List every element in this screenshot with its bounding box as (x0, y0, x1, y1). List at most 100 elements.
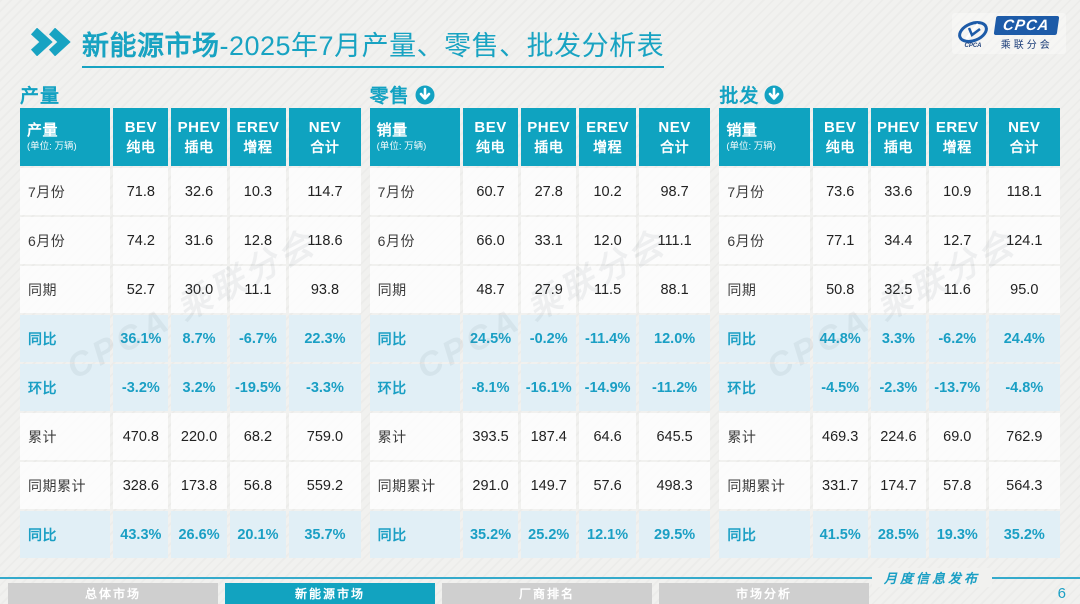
table-header-cell: BEV 纯电 (113, 108, 169, 166)
table-header-cell: PHEV 插电 (521, 108, 577, 166)
value-cell: 27.8 (521, 168, 577, 215)
table-header-cell: NEV 合计 (638, 108, 711, 166)
value-cell: 41.5% (812, 511, 868, 558)
value-cell: -11.4% (579, 315, 636, 362)
value-cell: -4.5% (812, 364, 868, 411)
col-header-en: NEV (1008, 119, 1041, 137)
col-header-cn: 增程 (942, 138, 972, 155)
col-header-en: BEV (124, 119, 158, 137)
col-header-en: BEV (474, 119, 507, 137)
value-cell: 26.6% (171, 511, 227, 558)
value-cell: 224.6 (870, 413, 926, 460)
value-cell: 98.7 (638, 168, 711, 215)
value-cell: -6.7% (229, 315, 287, 362)
nav-tab-market-analysis[interactable]: 市场分析 (659, 583, 869, 604)
value-cell: 95.0 (988, 266, 1061, 313)
col-header-en: NEV (308, 119, 342, 137)
value-cell: -19.5% (229, 364, 287, 411)
value-cell: -11.2% (638, 364, 711, 411)
value-cell: 10.2 (579, 168, 636, 215)
row-label: 环比 (719, 364, 810, 411)
col-header-cn: 插电 (184, 138, 214, 155)
col-header-en: PHEV (876, 119, 920, 137)
cpca-brand-cn: 乘联分会 (1000, 40, 1053, 51)
col-header-en: PHEV (527, 119, 571, 137)
value-cell: 44.8% (812, 315, 868, 362)
value-cell: 10.9 (928, 168, 986, 215)
col-header-en: EREV (935, 119, 979, 137)
table-header-unit: (单位: 万辆) (376, 140, 427, 152)
cpca-logo: CPCA CPCA 乘联分会 (952, 13, 1066, 54)
value-cell: 20.1% (229, 511, 287, 558)
cpca-logo-text: CPCA 乘联分会 (994, 16, 1060, 51)
value-cell: -14.9% (579, 364, 636, 411)
value-cell: 48.7 (462, 266, 519, 313)
value-cell: 57.8 (928, 462, 986, 509)
value-cell: 328.6 (113, 462, 169, 509)
retail-section-title: 零售 (369, 86, 410, 107)
value-cell: 3.3% (870, 315, 926, 362)
value-cell: 645.5 (638, 413, 711, 460)
table-header-cell: BEV 纯电 (462, 108, 519, 166)
col-header-cn: 合计 (660, 138, 690, 155)
value-cell: 12.7 (928, 217, 986, 264)
row-label: 6月份 (719, 217, 810, 264)
value-cell: 22.3% (289, 315, 361, 362)
footer-caption: 月度信息发布 (871, 568, 992, 587)
table-header-label: 销量 (726, 122, 758, 140)
col-header-cn: 插电 (534, 138, 564, 155)
nav-tab-overall-market[interactable]: 总体市场 (8, 583, 218, 604)
value-cell: 34.4 (870, 217, 926, 264)
value-cell: 19.3% (928, 511, 986, 558)
value-cell: 64.6 (579, 413, 636, 460)
value-cell: 66.0 (462, 217, 519, 264)
col-header-en: EREV (586, 119, 630, 137)
row-label: 7月份 (369, 168, 460, 215)
value-cell: 118.6 (289, 217, 361, 264)
download-arrow-icon (764, 85, 784, 104)
value-cell: 8.7% (171, 315, 227, 362)
col-header-cn: 纯电 (476, 138, 506, 155)
value-cell: 60.7 (462, 168, 519, 215)
value-cell: 470.8 (113, 413, 169, 460)
retail-table: 销量 (单位: 万辆) BEV 纯电 PHEV 插电 EREV 增程 NEV 合计 7月份 60.7 2… (369, 108, 711, 558)
row-label: 同比 (20, 511, 111, 558)
value-cell: 88.1 (638, 266, 711, 313)
value-cell: 77.1 (812, 217, 868, 264)
value-cell: 28.5% (870, 511, 926, 558)
value-cell: 35.2% (988, 511, 1061, 558)
table-header-unit: (单位: 万辆) (27, 140, 77, 152)
table-header-cell: EREV 增程 (229, 108, 287, 166)
value-cell: 11.1 (229, 266, 287, 313)
value-cell: 27.9 (521, 266, 577, 313)
value-cell: 331.7 (812, 462, 868, 509)
value-cell: 93.8 (289, 266, 361, 313)
table-header-cell: 销量 (单位: 万辆) (719, 108, 810, 166)
value-cell: 174.7 (870, 462, 926, 509)
value-cell: -2.3% (870, 364, 926, 411)
table-header-cell: EREV 增程 (579, 108, 636, 166)
production-section-title: 产量 (20, 86, 61, 107)
value-cell: 36.1% (113, 315, 169, 362)
svg-text:CPCA: CPCA (965, 43, 982, 49)
value-cell: 11.6 (928, 266, 986, 313)
col-header-en: NEV (658, 119, 691, 137)
value-cell: 74.2 (113, 217, 169, 264)
value-cell: 56.8 (229, 462, 287, 509)
value-cell: 759.0 (289, 413, 361, 460)
row-label: 同期 (20, 266, 111, 313)
value-cell: 35.7% (289, 511, 361, 558)
row-label: 环比 (369, 364, 460, 411)
bottom-nav: 总体市场 新能源市场 厂商排名 市场分析 (8, 583, 869, 604)
table-header-cell: EREV 增程 (928, 108, 986, 166)
nav-tab-oem-ranking[interactable]: 厂商排名 (442, 583, 652, 604)
nav-tab-nev-market[interactable]: 新能源市场 (225, 583, 435, 604)
row-label: 7月份 (20, 168, 111, 215)
row-label: 同比 (719, 511, 810, 558)
page-number: 6 (1057, 585, 1066, 602)
value-cell: -8.1% (462, 364, 519, 411)
value-cell: 50.8 (812, 266, 868, 313)
col-header-cn: 增程 (593, 138, 623, 155)
value-cell: 149.7 (521, 462, 577, 509)
